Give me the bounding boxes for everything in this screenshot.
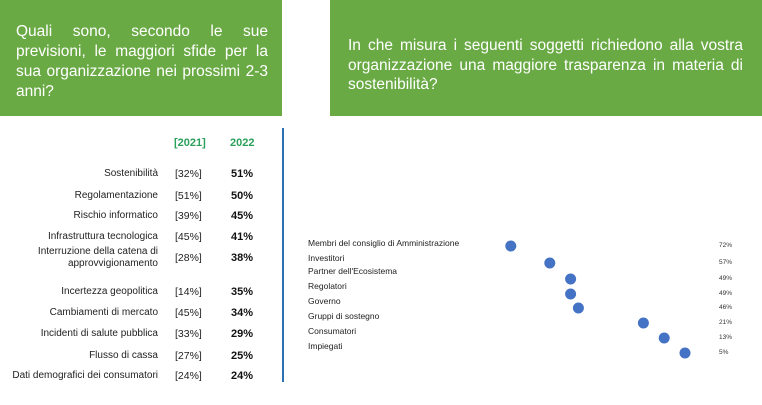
- transparency-question-box: In che misura i seguenti soggetti richie…: [330, 0, 762, 116]
- row-label: Dati demografici dei consumatori: [12, 370, 158, 382]
- header-curr-year: 2022: [230, 137, 255, 149]
- dot-marker: [637, 317, 649, 329]
- row-prev-value: [39%]: [175, 210, 202, 222]
- row-label-line: Cambiamenti di mercato: [49, 307, 158, 318]
- dot-value-label: 13%: [719, 334, 733, 341]
- row-label: Rischio informatico: [74, 210, 158, 222]
- row-label-line: Flusso di cassa: [89, 350, 158, 361]
- row-curr-value: 38%: [231, 252, 254, 264]
- dot-marker: [544, 257, 556, 269]
- dot-category-label: Consumatori: [308, 326, 357, 336]
- dot-value-label: 5%: [719, 349, 729, 356]
- row-label: Cambiamenti di mercato: [50, 307, 158, 319]
- row-label: Interruzione della catena di approvvigion…: [38, 246, 158, 270]
- row-label: Flusso di cassa: [89, 350, 158, 362]
- dot-category-label: Membri del consiglio di Amministrazione: [308, 238, 460, 248]
- row-prev-value: [51%]: [175, 190, 202, 202]
- row-label-line: Sostenibilità: [104, 168, 158, 179]
- row-label-line: Dati demografici dei consumatori: [12, 370, 158, 381]
- row-label: Regolamentazione: [75, 190, 158, 202]
- row-label: Sostenibilità: [104, 168, 158, 180]
- dot-marker: [505, 240, 517, 252]
- row-label: Incidenti di salute pubblica: [41, 328, 158, 340]
- row-label-line: Regolamentazione: [74, 190, 158, 201]
- dot-category-label: Gruppi di sostegno: [308, 311, 380, 321]
- dot-value-label: 49%: [719, 290, 733, 297]
- row-curr-value: 24%: [231, 370, 254, 382]
- row-curr-value: 25%: [231, 350, 254, 362]
- dot-value-label: 46%: [719, 304, 733, 311]
- dot-marker: [565, 288, 577, 300]
- dot-category-label: Impiegati: [308, 341, 343, 351]
- dot-value-label: 21%: [719, 319, 733, 326]
- row-label-line: Infrastruttura tecnologica: [47, 231, 158, 242]
- row-prev-value: [33%]: [175, 328, 202, 340]
- row-curr-value: 29%: [231, 328, 254, 340]
- row-curr-value: 41%: [231, 231, 254, 243]
- dot-marker: [679, 347, 691, 359]
- dot-value-label: 49%: [719, 275, 733, 282]
- row-label-line: Interruzione della catena di: [37, 246, 158, 257]
- dot-marker: [565, 273, 577, 285]
- dot-category-label: Governo: [308, 296, 341, 306]
- row-prev-value: [28%]: [175, 252, 202, 264]
- row-label: Infrastruttura tecnologica: [48, 231, 158, 243]
- row-prev-value: [27%]: [175, 350, 202, 362]
- row-prev-value: [45%]: [175, 307, 202, 319]
- row-label-line: Incertezza geopolitica: [61, 286, 158, 297]
- row-label: Incertezza geopolitica: [61, 286, 158, 298]
- row-label-line: Rischio informatico: [73, 210, 158, 221]
- row-curr-value: 45%: [231, 210, 254, 222]
- row-curr-value: 51%: [231, 168, 254, 180]
- dot-marker: [572, 302, 584, 314]
- row-prev-value: [14%]: [175, 286, 202, 298]
- row-curr-value: 35%: [231, 286, 254, 298]
- dot-category-label: Regolatori: [308, 281, 347, 291]
- row-prev-value: [45%]: [175, 231, 202, 243]
- dot-value-label: 72%: [719, 242, 733, 249]
- row-label-line: Incidenti di salute pubblica: [40, 328, 158, 339]
- dot-category-label: Partner dell'Ecosistema: [308, 266, 398, 276]
- dot-value-label: 57%: [719, 259, 733, 266]
- row-prev-value: [32%]: [175, 168, 202, 180]
- transparency-question: In che misura i seguenti soggetti richie…: [348, 37, 743, 93]
- row-label-line: approvvigionamento: [67, 258, 158, 269]
- challenges-question: Quali sono, secondo le sue previsioni, l…: [16, 23, 268, 100]
- row-curr-value: 34%: [231, 307, 254, 319]
- dot-category-label: Investitori: [308, 253, 345, 263]
- header-prev-year: [2021]: [174, 137, 206, 149]
- dot-marker: [658, 332, 670, 344]
- challenges-question-box: Quali sono, secondo le sue previsioni, l…: [0, 0, 282, 116]
- panel-divider: [282, 128, 284, 382]
- row-curr-value: 50%: [231, 190, 254, 202]
- row-prev-value: [24%]: [175, 370, 202, 382]
